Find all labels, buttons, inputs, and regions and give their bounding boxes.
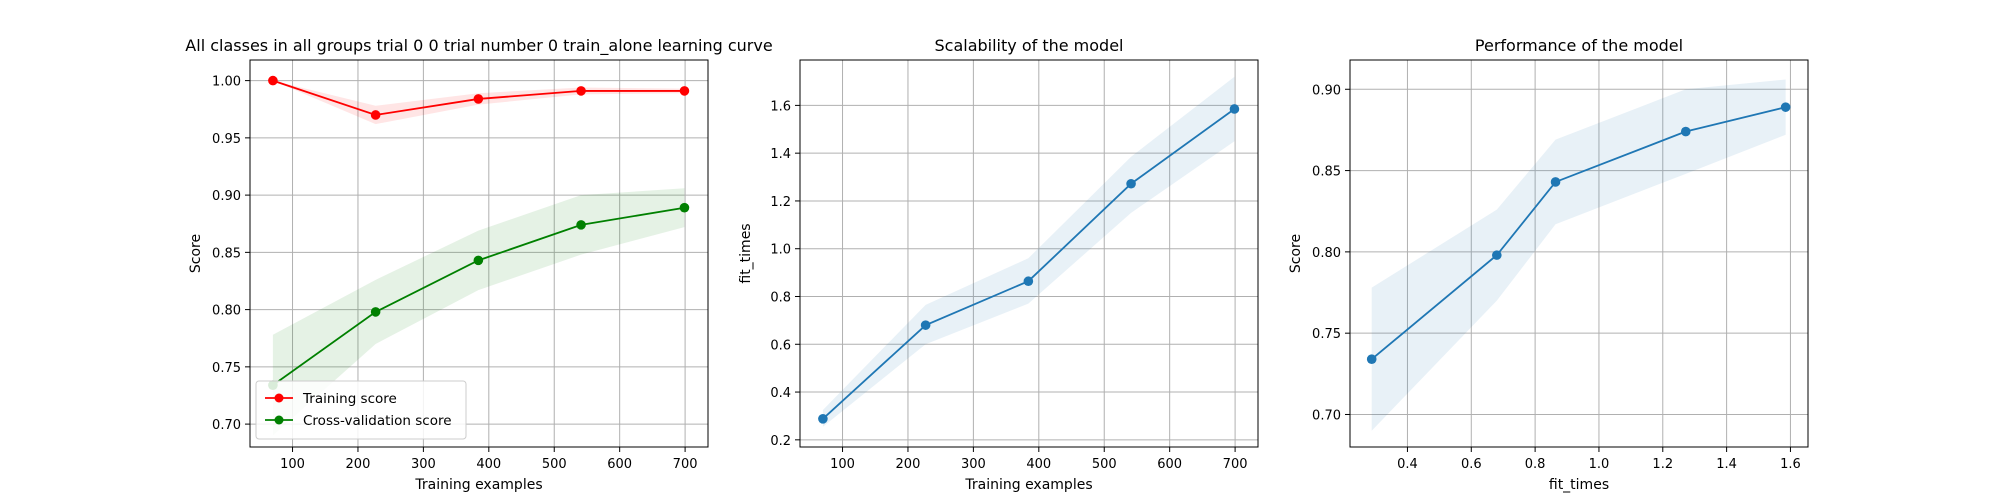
- x-tick-label: 1.6: [1780, 457, 1801, 472]
- legend-swatch-marker: [274, 393, 284, 403]
- data-point: [370, 110, 381, 120]
- y-tick-label: 0.85: [1312, 165, 1341, 180]
- chart-panel-2: 100 200 300 400 500 600 700 0.2 0.4 0.6 0.8 1.0 1.2 1…: [738, 36, 1259, 493]
- data-point: [920, 320, 931, 330]
- x-axis-label: fit_times: [1549, 477, 1609, 493]
- data-point: [1229, 104, 1240, 114]
- data-point: [268, 75, 278, 86]
- y-tick-label: 0.8: [770, 291, 791, 306]
- data-point: [1126, 178, 1136, 189]
- data-point: [1780, 102, 1791, 112]
- data-point: [679, 202, 690, 213]
- y-tick-label: 0.75: [212, 361, 241, 376]
- y-tick-label: 1.00: [212, 75, 241, 90]
- chart-panel-3: 0.4 0.6 0.8 1.0 1.2 1.4 1.6 0.70 0.75 0.80 0.85 0.9…: [1288, 36, 1809, 493]
- axes-frame: [1349, 59, 1809, 448]
- x-tick-label: 100: [280, 457, 305, 472]
- y-tick-label: 1.6: [770, 99, 791, 114]
- x-tick-label: 0.8: [1525, 457, 1546, 472]
- legend-box: [255, 380, 467, 440]
- y-tick-label: 1.2: [770, 195, 791, 210]
- y-tick-label: 0.80: [212, 304, 241, 319]
- data-point: [679, 86, 690, 96]
- data-point: [1550, 177, 1561, 187]
- y-tick-label: 0.90: [1312, 83, 1341, 98]
- x-tick-label: 600: [607, 457, 632, 472]
- data-point: [370, 307, 381, 317]
- axes-frame: [249, 59, 709, 448]
- chart-title: Performance of the model: [1475, 36, 1683, 55]
- y-tick-label: 0.70: [212, 418, 241, 433]
- x-tick-label: 300: [961, 457, 986, 472]
- y-tick-label: 1.4: [770, 147, 791, 162]
- data-point: [576, 86, 586, 96]
- confidence-band-1: [822, 76, 1235, 427]
- data-point: [1492, 250, 1502, 260]
- x-tick-label: 200: [346, 457, 371, 472]
- y-tick-label: 0.95: [212, 132, 241, 147]
- legend-label: Cross-validation score: [303, 413, 452, 429]
- x-axis-label: Training examples: [414, 477, 542, 493]
- data-point: [1366, 354, 1377, 364]
- x-tick-label: 400: [1026, 457, 1051, 472]
- chart-title: All classes in all groups trial 0 0 tria…: [185, 36, 772, 56]
- chart-title: Scalability of the model: [935, 36, 1124, 55]
- axes-frame: [799, 59, 1259, 448]
- y-tick-label: 0.2: [770, 434, 791, 449]
- x-tick-label: 500: [1092, 457, 1117, 472]
- data-point: [473, 94, 484, 104]
- x-tick-label: 1.4: [1716, 457, 1737, 472]
- y-tick-label: 0.6: [770, 338, 791, 353]
- data-point: [1680, 126, 1691, 137]
- data-point: [473, 255, 484, 266]
- x-tick-label: 700: [1223, 457, 1248, 472]
- y-axis-label: fit_times: [738, 223, 754, 283]
- data-point: [576, 220, 586, 230]
- y-tick-label: 0.80: [1312, 246, 1341, 261]
- confidence-band-2: [272, 188, 685, 436]
- x-tick-label: 0.4: [1397, 457, 1418, 472]
- x-tick-label: 200: [896, 457, 921, 472]
- y-tick-label: 0.90: [212, 189, 241, 204]
- confidence-band-1: [1371, 79, 1786, 431]
- legend-label: Training score: [302, 391, 397, 407]
- y-tick-label: 0.4: [770, 386, 791, 401]
- data-point: [818, 414, 828, 424]
- x-tick-label: 1.0: [1589, 457, 1610, 472]
- x-axis-label: Training examples: [964, 477, 1092, 493]
- x-tick-label: 300: [411, 457, 436, 472]
- x-tick-label: 0.6: [1461, 457, 1482, 472]
- data-point: [1023, 276, 1034, 287]
- y-tick-label: 0.75: [1312, 327, 1341, 342]
- y-tick-label: 0.70: [1312, 408, 1341, 423]
- x-tick-label: 100: [830, 457, 855, 472]
- y-axis-label: Score: [188, 234, 204, 273]
- chart-panel-1: 100 200 300 400 500 600 700 0.70 0.75 0.80 0.85 0.9…: [185, 36, 772, 493]
- x-tick-label: 400: [476, 457, 501, 472]
- legend-swatch-marker: [274, 415, 284, 425]
- x-tick-label: 700: [673, 457, 698, 472]
- y-axis-label: Score: [1288, 234, 1304, 273]
- x-tick-label: 600: [1157, 457, 1182, 472]
- y-tick-label: 0.85: [212, 246, 241, 261]
- y-tick-label: 1.0: [770, 243, 791, 258]
- x-tick-label: 500: [542, 457, 567, 472]
- x-tick-label: 1.2: [1652, 457, 1673, 472]
